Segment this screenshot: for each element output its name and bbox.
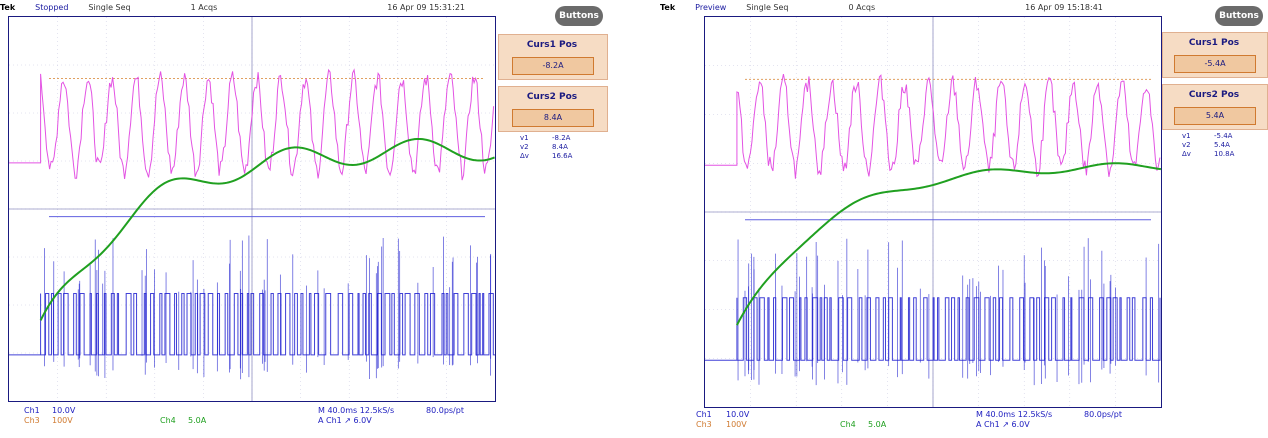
magenta-ringing-trace xyxy=(9,68,495,181)
readout-dv-name: Δv xyxy=(1182,150,1191,158)
ch1-setting-value: 10.0V xyxy=(726,410,750,419)
blue-pwm-trace xyxy=(9,292,495,356)
curs1-pos-label: Curs1 Pos xyxy=(526,40,578,50)
readout-v2-value: 8.4A xyxy=(552,143,568,151)
curs2-pos-label: Curs2 Pos xyxy=(1188,90,1240,100)
status-bar: Tek Stopped Single Seq 1 Acqs 16 Apr 09 … xyxy=(0,0,500,14)
acq-mode: Single Seq xyxy=(746,2,789,12)
acq-count: 0 Acqs xyxy=(848,2,876,12)
curs2-pos-value[interactable]: 8.4A xyxy=(512,109,594,127)
blue-pwm-trace xyxy=(705,297,1161,361)
readout-dv-name: Δv xyxy=(520,152,529,160)
timebase: M 40.0ms 12.5kS/s xyxy=(976,410,1053,419)
record-length: 80.0ps/pt xyxy=(426,406,464,415)
ch4-setting-value: 5.0A xyxy=(188,416,207,425)
green-ramp-trace xyxy=(736,162,1161,326)
acq-mode: Single Seq xyxy=(88,2,131,12)
readout-v2-name: v2 xyxy=(1182,141,1191,149)
oscilloscope-screen-right: Tek Preview Single Seq 0 Acqs 16 Apr 09 … xyxy=(660,0,1268,438)
record-length: 80.0ps/pt xyxy=(1084,410,1122,419)
readout-dv-value: 10.8A xyxy=(1214,150,1235,158)
cursor-side-panel: Curs1 Pos -5.4A Curs2 Pos 5.4A v1 -5.4A … xyxy=(1162,32,1268,402)
timebase: M 40.0ms 12.5kS/s xyxy=(318,406,395,415)
trigger-setting: A Ch1 ↗ 6.0V xyxy=(318,416,372,425)
status-bar: Tek Preview Single Seq 0 Acqs 16 Apr 09 … xyxy=(660,0,1160,14)
readout-v2-name: v2 xyxy=(520,143,529,151)
readout-v1-name: v1 xyxy=(520,134,529,142)
ch3-setting-label: Ch3 xyxy=(696,420,712,429)
curs1-pos-value[interactable]: -5.4A xyxy=(1174,55,1256,73)
curs2-pos-value[interactable]: 5.4A xyxy=(1174,107,1256,125)
ch3-setting-label: Ch3 xyxy=(24,416,40,425)
buttons-button[interactable]: Buttons xyxy=(1215,6,1263,26)
ch3-setting-value: 100V xyxy=(52,416,73,425)
curs2-pos-label: Curs2 Pos xyxy=(526,92,578,102)
ch3-setting-value: 100V xyxy=(726,420,747,429)
acq-count: 1 Acqs xyxy=(190,2,218,12)
ch4-setting-value: 5.0A xyxy=(868,420,887,429)
ch1-setting-label: Ch1 xyxy=(24,406,40,415)
curs1-pos-label: Curs1 Pos xyxy=(1188,38,1240,48)
datetime: 16 Apr 09 15:18:41 xyxy=(1025,2,1103,12)
oscilloscope-screen-left: Tek Stopped Single Seq 1 Acqs 16 Apr 09 … xyxy=(0,0,610,438)
green-ramp-trace xyxy=(39,137,495,321)
readout-dv-value: 16.6A xyxy=(552,152,573,160)
readout-v1-value: -8.2A xyxy=(552,134,571,142)
cursor-side-panel: Curs1 Pos -8.2A Curs2 Pos 8.4A v1 -8.2A … xyxy=(496,34,608,404)
ch1-setting-label: Ch1 xyxy=(696,410,712,419)
readout-v1-name: v1 xyxy=(1182,132,1191,140)
brand-label: Tek xyxy=(660,2,676,12)
readout-v1-value: -5.4A xyxy=(1214,132,1233,140)
magenta-ringing-trace xyxy=(705,73,1161,179)
brand-label: Tek xyxy=(0,2,16,12)
trigger-setting: A Ch1 ↗ 6.0V xyxy=(976,420,1030,429)
buttons-button[interactable]: Buttons xyxy=(555,6,603,26)
ch1-setting-value: 10.0V xyxy=(52,406,76,415)
graticule xyxy=(8,16,496,402)
ch4-setting-label: Ch4 xyxy=(840,420,856,429)
graticule-grid xyxy=(9,17,495,401)
waveform-area xyxy=(9,17,495,401)
readout-v2-value: 5.4A xyxy=(1214,141,1230,149)
graticule xyxy=(704,16,1162,408)
datetime: 16 Apr 09 15:31:21 xyxy=(387,2,465,12)
acq-state: Preview xyxy=(695,2,727,12)
curs1-pos-value[interactable]: -8.2A xyxy=(512,57,594,75)
ch4-setting-label: Ch4 xyxy=(160,416,176,425)
acq-state: Stopped xyxy=(35,2,69,12)
waveform-area xyxy=(705,17,1161,407)
